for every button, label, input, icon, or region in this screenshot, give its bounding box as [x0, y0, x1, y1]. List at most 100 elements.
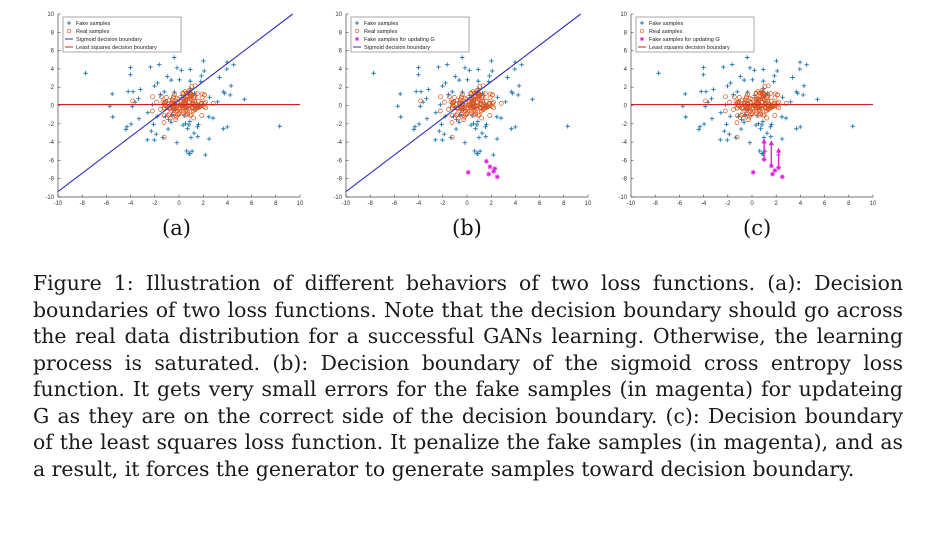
fake-sample-point	[744, 55, 750, 60]
x-tick-label: -6	[677, 201, 683, 207]
fake-sample-point	[503, 99, 508, 105]
y-tick-label: -4	[49, 140, 55, 146]
real-sample-point	[199, 113, 205, 118]
fake-sample-point	[472, 148, 477, 154]
fake-sample-point	[225, 124, 230, 130]
x-tick-label: 4	[514, 201, 518, 207]
fake-sample-point	[757, 148, 762, 154]
fake-sample-point	[438, 102, 443, 107]
real-sample-point	[161, 120, 167, 125]
fake-sample-point	[148, 64, 153, 70]
fake-sample-point	[179, 68, 184, 73]
fake-sample-point	[411, 127, 417, 132]
figure-caption: Figure 1: Illustration of different beha…	[33, 271, 903, 481]
real-sample-point	[490, 92, 495, 98]
fake-sample-point	[800, 92, 806, 98]
real-sample-point	[159, 94, 164, 100]
fake-sample-point	[181, 113, 187, 118]
gradient-arrow-head	[776, 147, 782, 153]
fake-sample-point	[203, 152, 208, 158]
real-sample-point	[164, 95, 169, 100]
fake-sample-point	[761, 67, 766, 72]
fake-sample-point	[473, 126, 478, 131]
sigmoid-boundary-line	[345, 13, 582, 192]
real-sample-point	[746, 114, 752, 120]
fake-sample-point	[221, 126, 226, 131]
real-sample-point	[722, 108, 728, 114]
real-sample-point	[732, 94, 737, 100]
fake-sample-point	[412, 124, 418, 129]
fake-sample-point	[130, 89, 136, 94]
y-tick-label: -10	[333, 195, 342, 201]
magenta-sample-point	[779, 174, 785, 180]
real-sample-point	[173, 117, 178, 123]
fake-sample-point	[513, 124, 518, 130]
fake-sample-point	[231, 62, 236, 67]
fake-sample-point	[505, 75, 510, 80]
real-sample-point	[199, 103, 204, 109]
legend-box	[635, 16, 755, 53]
real-sample-point	[474, 90, 480, 96]
fake-sample-point	[196, 122, 201, 127]
fake-sample-point	[752, 68, 757, 73]
fake-sample-point	[772, 73, 777, 79]
y-tick-label: 6	[51, 49, 55, 55]
fake-sample-point	[768, 134, 774, 139]
real-sample-point	[184, 108, 190, 114]
fake-sample-point	[165, 126, 171, 132]
fake-sample-point	[701, 72, 706, 77]
fake-sample-point	[718, 137, 723, 143]
real-sample-point	[763, 98, 769, 104]
fake-sample-point	[123, 127, 129, 132]
y-tick-label: 6	[624, 49, 628, 55]
legend-label: Real samples	[76, 29, 110, 35]
real-sample-point	[473, 103, 479, 109]
fake-sample-point	[483, 134, 489, 139]
real-sample-point	[150, 94, 155, 100]
fake-sample-point	[128, 65, 133, 70]
fake-sample-point	[444, 62, 450, 67]
fake-sample-point	[483, 124, 488, 130]
real-sample-point	[154, 99, 159, 105]
real-sample-point	[762, 84, 767, 89]
real-sample-point	[469, 110, 474, 116]
real-sample-point	[737, 95, 742, 100]
y-tick-label: -6	[49, 158, 55, 164]
panel-label-a: (a)	[162, 216, 191, 240]
fake-sample-point	[498, 115, 504, 121]
fake-sample-point	[183, 121, 188, 126]
legend-label: Fake samples	[364, 21, 398, 27]
x-tick-label: 8	[562, 201, 566, 207]
fake-sample-point	[453, 74, 458, 79]
fake-sample-point	[184, 148, 189, 154]
real-sample-point	[188, 112, 194, 118]
real-sample-point	[763, 100, 769, 106]
real-sample-point	[172, 92, 177, 97]
fake-sample-point	[416, 65, 421, 70]
fake-sample-point	[436, 64, 441, 70]
real-sample-point	[723, 94, 728, 100]
y-tick-label: 6	[339, 49, 343, 55]
real-sample-point	[745, 92, 750, 97]
x-tick-label: 10	[870, 201, 877, 207]
legend-box	[350, 16, 470, 53]
real-sample-point	[167, 115, 173, 121]
fake-sample-point	[850, 124, 855, 129]
legend-marker-real	[66, 28, 72, 34]
fake-sample-point	[395, 103, 401, 109]
fake-sample-point	[565, 124, 570, 129]
fake-sample-point	[779, 114, 785, 120]
fake-sample-point	[754, 113, 760, 118]
fake-sample-point	[202, 68, 207, 74]
magenta-sample-point	[483, 158, 489, 164]
fake-sample-point	[783, 115, 789, 121]
real-sample-point	[470, 89, 476, 94]
real-sample-point	[446, 107, 451, 112]
real-sample-point	[189, 84, 194, 89]
fake-sample-point	[460, 89, 465, 95]
y-tick-label: 10	[47, 12, 54, 18]
fake-sample-point	[443, 80, 448, 86]
real-sample-point	[466, 103, 471, 108]
fake-sample-point	[780, 95, 785, 100]
real-sample-point	[450, 113, 455, 118]
